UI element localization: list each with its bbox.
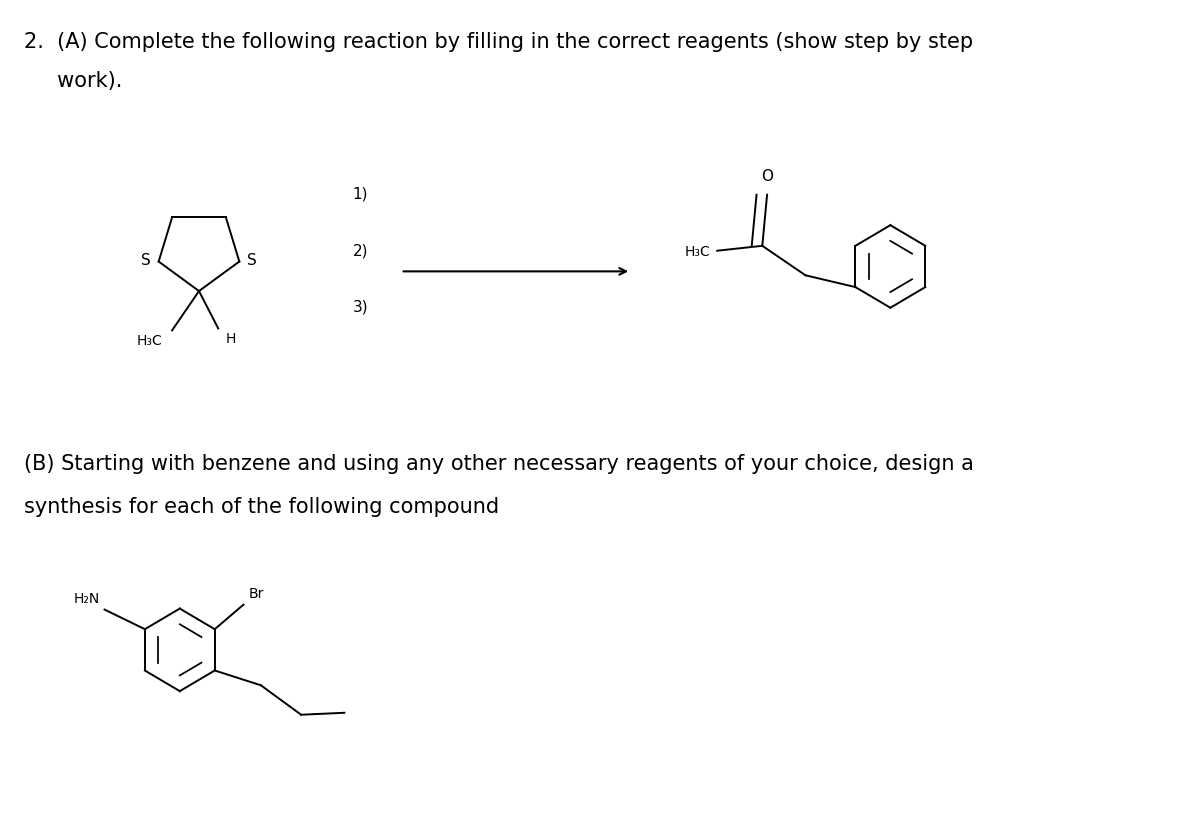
Text: Br: Br [248,586,264,600]
Text: 3): 3) [353,299,368,314]
Text: S: S [142,253,151,268]
Text: H₃C: H₃C [685,244,710,259]
Text: 2): 2) [353,243,368,258]
Text: 1): 1) [353,186,368,201]
Text: work).: work). [24,70,122,91]
Text: (B) Starting with benzene and using any other necessary reagents of your choice,: (B) Starting with benzene and using any … [24,454,974,473]
Text: 2.  (A) Complete the following reaction by filling in the correct reagents (show: 2. (A) Complete the following reaction b… [24,31,973,52]
Text: H: H [226,332,236,346]
Text: O: O [761,169,773,183]
Text: H₂N: H₂N [73,590,100,605]
Text: H₃C: H₃C [137,334,162,348]
Text: synthesis for each of the following compound: synthesis for each of the following comp… [24,495,499,516]
Text: S: S [247,253,257,268]
